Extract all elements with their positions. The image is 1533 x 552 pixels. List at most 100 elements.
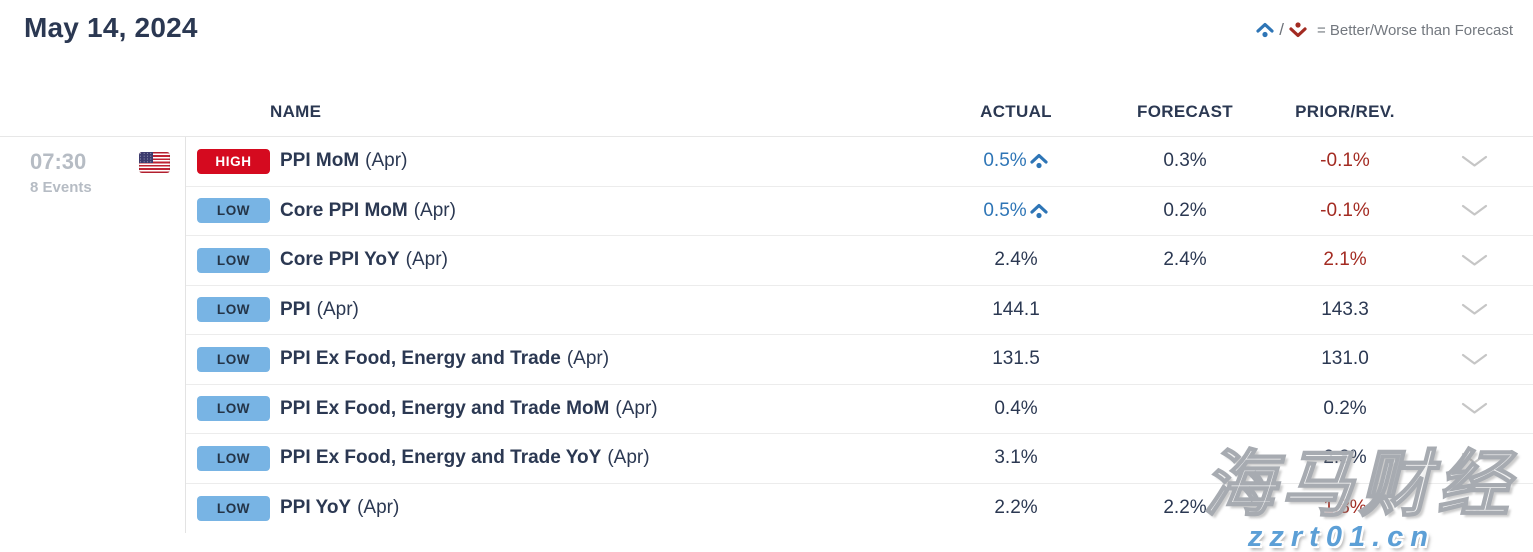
event-period: (Apr) <box>365 150 408 172</box>
event-name: PPI Ex Food, Energy and Trade <box>280 348 561 370</box>
table-body: 07:30 8 Events HIGH PPI MoM (Apr) 0.5% 0… <box>0 137 1533 533</box>
forecast-value: 2.4% <box>1163 249 1207 271</box>
legend-text: = Better/Worse than Forecast <box>1316 21 1513 39</box>
actual-value: 2.2% <box>994 497 1038 519</box>
column-header-actual: ACTUAL <box>980 102 1052 121</box>
legend-separator: / <box>1279 20 1284 39</box>
expand-row-button[interactable] <box>1416 254 1533 267</box>
actual-value: 131.5 <box>992 348 1040 370</box>
event-row[interactable]: LOW Core PPI MoM (Apr) 0.5% 0.2% -0.1% <box>186 186 1533 236</box>
chevron-down-icon <box>1461 155 1488 167</box>
column-header-name: NAME <box>270 102 322 121</box>
actual-value-cell: 0.5% <box>936 150 1096 172</box>
expand-row-button[interactable] <box>1416 452 1533 465</box>
event-row[interactable]: HIGH PPI MoM (Apr) 0.5% 0.3% -0.1% <box>186 137 1533 187</box>
chevron-down-icon <box>1461 502 1488 514</box>
event-period: (Apr) <box>405 249 448 271</box>
event-row[interactable]: LOW PPI Ex Food, Energy and Trade MoM (A… <box>186 384 1533 434</box>
expand-row-button[interactable] <box>1416 502 1533 515</box>
better-than-forecast-icon <box>1030 154 1048 169</box>
prior-value: 2.1% <box>1323 249 1367 271</box>
time-group: 07:30 8 Events <box>0 137 186 533</box>
importance-badge: HIGH <box>197 148 270 174</box>
page-title: May 14, 2024 <box>24 12 198 43</box>
forecast-value: 2.2% <box>1163 497 1207 519</box>
better-than-forecast-icon <box>1256 22 1274 38</box>
importance-badge: LOW <box>197 495 270 521</box>
prior-value: 1.8% <box>1323 497 1367 519</box>
chevron-down-icon <box>1461 304 1488 315</box>
actual-value: 3.1% <box>994 447 1038 469</box>
table-header: NAME ACTUAL FORECAST PRIOR/REV. <box>0 60 1533 137</box>
actual-value-cell: 144.1 <box>936 299 1096 321</box>
event-row[interactable]: LOW PPI YoY (Apr) 2.2% 2.2% 1.8% <box>186 483 1533 533</box>
actual-value-cell: 2.2% <box>936 497 1096 519</box>
event-name: PPI YoY <box>280 497 352 519</box>
event-name-cell: LOW Core PPI YoY (Apr) <box>186 247 936 273</box>
forecast-legend: / = Better/Worse than Forecast <box>1255 20 1513 40</box>
event-name: PPI <box>280 298 311 320</box>
event-row[interactable]: LOW PPI (Apr) 144.1 143.3 <box>186 285 1533 335</box>
event-name: PPI Ex Food, Energy and Trade YoY <box>280 447 602 469</box>
importance-badge: LOW <box>197 297 270 323</box>
prior-value: -0.1% <box>1320 199 1370 221</box>
event-period: (Apr) <box>316 298 359 320</box>
event-row[interactable]: LOW PPI Ex Food, Energy and Trade YoY (A… <box>186 434 1533 484</box>
event-name: Core PPI MoM <box>280 199 408 221</box>
event-row[interactable]: LOW Core PPI YoY (Apr) 2.4% 2.4% 2.1% <box>186 236 1533 286</box>
chevron-down-icon <box>1461 452 1488 464</box>
event-period: (Apr) <box>615 397 658 419</box>
chevron-down-icon <box>1461 254 1488 266</box>
event-name-cell: HIGH PPI MoM (Apr) <box>186 148 936 174</box>
topbar: May 14, 2024 / = Better/Worse than Forec… <box>0 0 1533 60</box>
event-name: PPI MoM <box>280 150 360 172</box>
prior-value: 131.0 <box>1321 348 1369 370</box>
event-name: PPI Ex Food, Energy and Trade MoM <box>280 397 610 419</box>
event-period: (Apr) <box>413 199 456 221</box>
forecast-value: 0.3% <box>1163 150 1207 172</box>
event-name-cell: LOW Core PPI MoM (Apr) <box>186 198 936 224</box>
expand-row-button[interactable] <box>1416 303 1533 316</box>
actual-value: 2.4% <box>994 249 1038 271</box>
event-time: 07:30 <box>30 149 87 174</box>
importance-badge: LOW <box>197 445 270 471</box>
event-rows: HIGH PPI MoM (Apr) 0.5% 0.3% -0.1% LOW C… <box>186 137 1533 533</box>
importance-badge: LOW <box>197 247 270 273</box>
actual-value: 144.1 <box>992 298 1040 320</box>
event-period: (Apr) <box>566 348 610 370</box>
expand-row-button[interactable] <box>1416 353 1533 366</box>
importance-badge: LOW <box>197 396 270 422</box>
event-name-cell: LOW PPI (Apr) <box>186 297 936 323</box>
expand-row-button[interactable] <box>1416 204 1533 217</box>
prior-value: 0.2% <box>1323 397 1367 419</box>
expand-row-button[interactable] <box>1416 155 1533 168</box>
actual-value-cell: 0.5% <box>936 200 1096 222</box>
forecast-value: 0.2% <box>1163 199 1207 221</box>
chevron-down-icon <box>1461 353 1488 365</box>
event-name: Core PPI YoY <box>280 249 400 271</box>
event-name-cell: LOW PPI Ex Food, Energy and Trade (Apr) <box>186 346 936 372</box>
worse-than-forecast-icon <box>1289 22 1307 38</box>
event-period: (Apr) <box>357 497 400 519</box>
column-header-prior: PRIOR/REV. <box>1295 102 1395 121</box>
chevron-down-icon <box>1461 403 1488 414</box>
prior-value: -0.1% <box>1320 150 1370 172</box>
actual-value: 0.4% <box>994 397 1038 419</box>
actual-value: 0.5% <box>983 150 1027 172</box>
actual-value-cell: 131.5 <box>936 348 1096 370</box>
us-flag-icon <box>139 152 170 173</box>
event-period: (Apr) <box>607 447 650 469</box>
prior-value: 143.3 <box>1321 298 1369 320</box>
event-name-cell: LOW PPI YoY (Apr) <box>186 495 936 521</box>
expand-row-button[interactable] <box>1416 402 1533 415</box>
actual-value: 0.5% <box>983 199 1027 221</box>
event-count: 8 Events <box>30 179 92 197</box>
importance-badge: LOW <box>197 198 270 224</box>
column-header-forecast: FORECAST <box>1137 102 1233 121</box>
event-name-cell: LOW PPI Ex Food, Energy and Trade MoM (A… <box>186 396 936 422</box>
event-row[interactable]: LOW PPI Ex Food, Energy and Trade (Apr) … <box>186 335 1533 385</box>
prior-value: 2.8% <box>1323 447 1367 469</box>
actual-value-cell: 2.4% <box>936 249 1096 271</box>
actual-value-cell: 3.1% <box>936 447 1096 469</box>
